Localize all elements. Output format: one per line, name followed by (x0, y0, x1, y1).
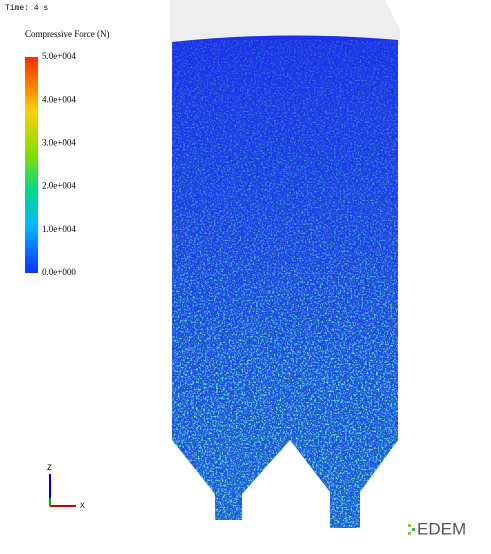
time-label: Time: 4 s (5, 4, 48, 13)
colorbar (25, 57, 38, 273)
logo: EDEM (417, 519, 466, 538)
z-label: Z (47, 464, 52, 473)
particles (172, 35, 398, 529)
colorbar-ticks: 5.0e+004 4.0e+004 3.0e+004 2.0e+004 1.0e+004… (42, 51, 76, 277)
logo-mark (408, 524, 415, 535)
colorbar-title: Compressive Force (N) (25, 29, 109, 39)
colorbar-tick-label: 4.0e+004 (42, 94, 76, 104)
silo-roof (170, 0, 400, 45)
colorbar-tick-label: 0.0e+000 (42, 267, 76, 277)
x-label: X (80, 502, 85, 511)
colorbar-tick-label: 3.0e+004 (42, 137, 76, 147)
colorbar-tick-label: 5.0e+004 (42, 51, 76, 61)
colorbar-tick-label: 2.0e+004 (42, 181, 76, 191)
colorbar-tick-label: 1.0e+004 (42, 224, 76, 234)
